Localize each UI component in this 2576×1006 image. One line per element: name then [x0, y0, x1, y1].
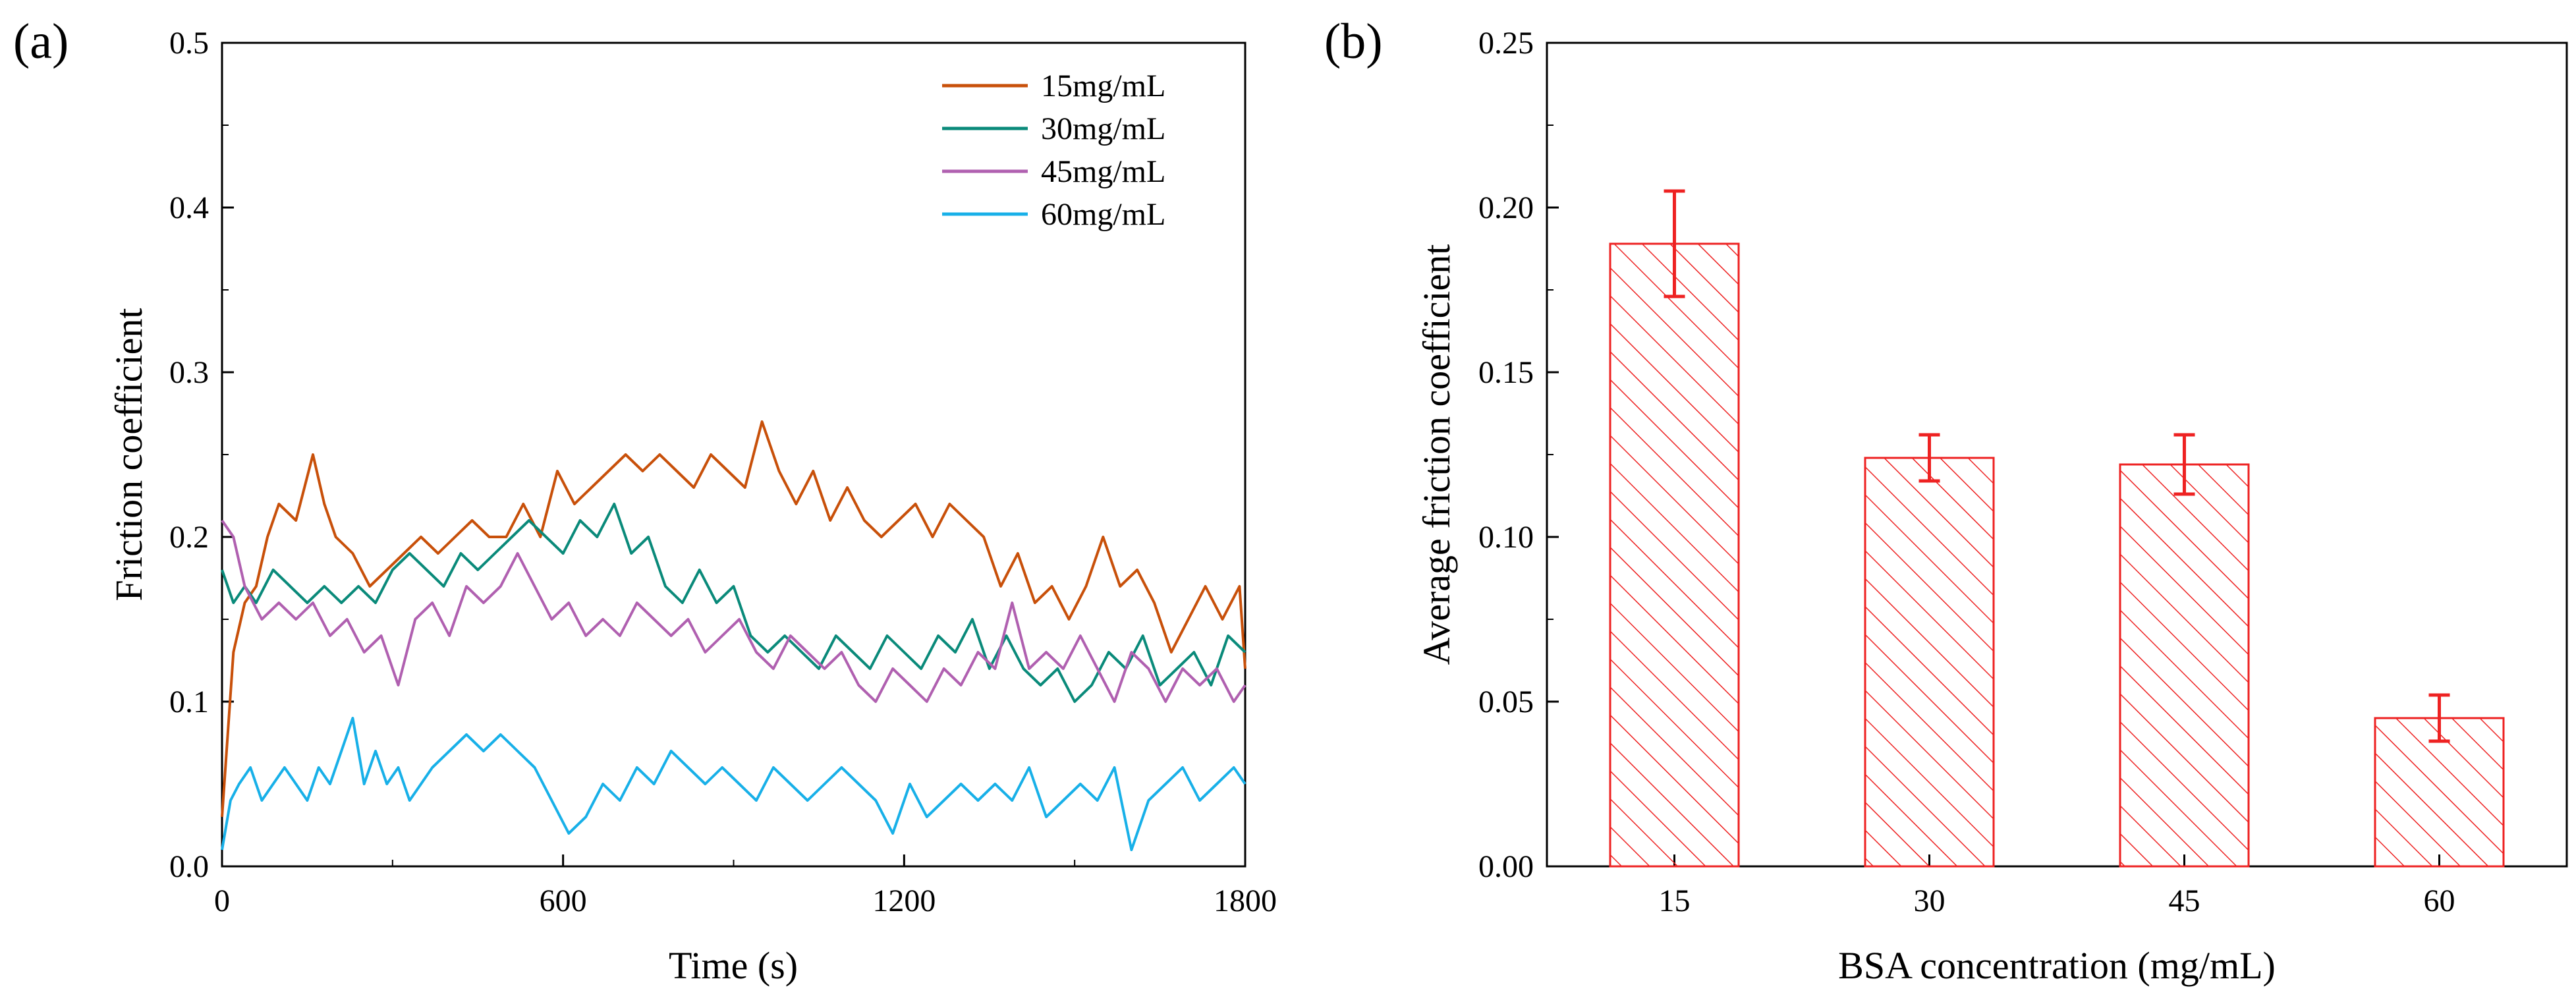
y-axis-b: 0.00 0.05 0.10 0.15 0.20 0.25	[1478, 26, 1559, 884]
y-tick-label-b: 0.00	[1478, 849, 1534, 884]
legend: 15mg/mL 30mg/mL 45mg/mL 60mg/mL	[942, 69, 1165, 232]
bar-chart-panel: 0.00 0.05 0.10 0.15 0.20 0.25 15 30 45 60 BSA co…	[1415, 26, 2568, 987]
panel-a-label: (a)	[13, 14, 69, 69]
x-tick-label-a: 600	[540, 883, 587, 918]
x-tick-label-b: 30	[1914, 883, 1946, 918]
line-chart-panel: 0.0 0.1 0.2 0.3 0.4 0.5 0 600 1200 1800 Time (s)…	[107, 26, 1277, 987]
y-tick-label-b: 0.10	[1478, 520, 1534, 555]
series-lines	[221, 420, 1246, 851]
y-tick-label-a: 0.1	[169, 685, 209, 719]
series-line	[221, 717, 1246, 851]
series-line	[221, 503, 1246, 703]
legend-label: 45mg/mL	[1041, 154, 1165, 189]
y-tick-label-a: 0.3	[169, 355, 209, 390]
x-tick-label-b: 45	[2169, 883, 2200, 918]
legend-label: 30mg/mL	[1041, 111, 1165, 146]
x-axis-title-b: BSA concentration (mg/mL)	[1838, 944, 2276, 987]
y-axis-a: 0.0 0.1 0.2 0.3 0.4 0.5	[169, 26, 234, 884]
x-axis-a: 0 600 1200 1800	[214, 854, 1277, 918]
bar	[1609, 242, 1740, 868]
bar	[2119, 463, 2250, 868]
y-tick-label-b: 0.05	[1478, 685, 1534, 719]
y-axis-title-a: Friction coefficient	[107, 308, 150, 601]
y-tick-label-b: 0.15	[1478, 355, 1534, 390]
series-line	[221, 519, 1246, 703]
x-tick-label-a: 0	[214, 883, 230, 918]
x-tick-label-a: 1200	[872, 883, 936, 918]
legend-label: 15mg/mL	[1041, 69, 1165, 103]
y-tick-label-b: 0.20	[1478, 190, 1534, 225]
x-tick-label-b: 15	[1659, 883, 1691, 918]
y-tick-label-a: 0.5	[169, 26, 209, 61]
legend-label: 60mg/mL	[1041, 197, 1165, 232]
y-tick-label-a: 0.0	[169, 849, 209, 884]
y-axis-title-b: Average friction coefficient	[1415, 244, 1458, 665]
x-axis-b: 15 30 45 60	[1659, 854, 2455, 918]
x-tick-label-b: 60	[2424, 883, 2455, 918]
x-tick-label-a: 1800	[1214, 883, 1277, 918]
y-tick-label-b: 0.25	[1478, 26, 1534, 61]
y-tick-label-a: 0.2	[169, 520, 209, 555]
x-axis-title-a: Time (s)	[669, 944, 798, 987]
bar	[1864, 457, 1995, 868]
bars	[1609, 189, 2505, 868]
panel-b-label: (b)	[1324, 14, 1383, 69]
y-tick-label-a: 0.4	[169, 190, 209, 225]
series-line	[221, 420, 1246, 818]
